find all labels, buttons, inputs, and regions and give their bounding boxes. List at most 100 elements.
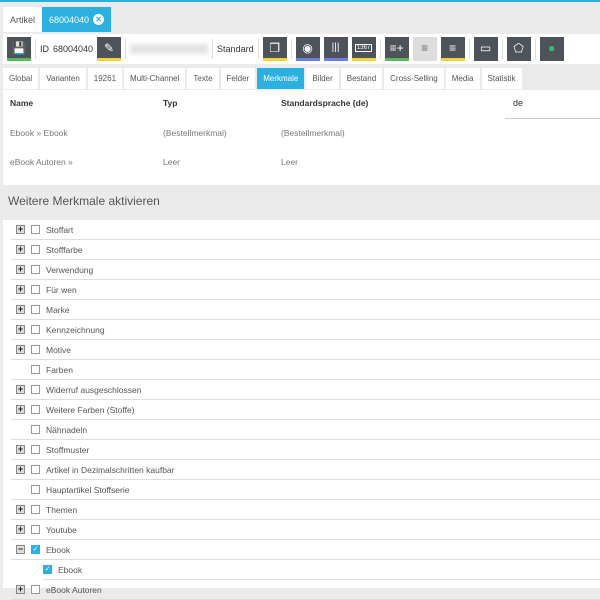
- checkbox[interactable]: [31, 505, 40, 514]
- expand-icon[interactable]: +: [16, 284, 25, 294]
- divider: [212, 39, 214, 59]
- checkbox[interactable]: ✓: [31, 545, 40, 554]
- checkbox[interactable]: [31, 465, 40, 474]
- expand-icon[interactable]: +: [16, 384, 25, 394]
- item-label: Stoffart: [46, 224, 74, 235]
- tab-texte[interactable]: Texte: [187, 68, 219, 89]
- checkbox[interactable]: [31, 405, 40, 414]
- tab-felder[interactable]: Felder: [220, 68, 256, 89]
- id-label: ID: [40, 44, 49, 54]
- expand-icon[interactable]: +: [16, 224, 25, 234]
- tag-button[interactable]: ⬠: [506, 37, 531, 61]
- mode-label: Standard: [217, 44, 254, 54]
- tab-19261[interactable]: 19261: [87, 68, 123, 89]
- checkbox[interactable]: [31, 345, 40, 354]
- list-item: Farben: [11, 360, 600, 380]
- checkbox[interactable]: ✓: [43, 565, 52, 574]
- checkbox[interactable]: [31, 325, 40, 334]
- list-item: Nähnadeln: [11, 420, 600, 440]
- barcode-button[interactable]: |||: [323, 37, 348, 61]
- language-input[interactable]: de: [505, 95, 600, 119]
- expand-icon[interactable]: +: [16, 464, 25, 474]
- item-label: Hauptartikel Stoffserie: [46, 484, 130, 495]
- list-item: + Stofffarbe: [11, 240, 600, 260]
- checkbox[interactable]: [31, 485, 40, 494]
- expand-icon[interactable]: +: [16, 524, 25, 534]
- row-value[interactable]: Leer: [281, 157, 299, 167]
- expand-icon[interactable]: +: [16, 344, 25, 354]
- list-item: + Verwendung: [11, 260, 600, 280]
- expand-icon[interactable]: +: [16, 504, 25, 514]
- item-label: Kennzeichnung: [46, 324, 105, 335]
- doc-tab-article-id[interactable]: 68004040 ✕: [42, 7, 112, 32]
- row-type: Leer: [163, 157, 181, 167]
- tag-icon: ⬠: [513, 40, 524, 55]
- list-item: + eBook Autoren: [11, 580, 600, 600]
- checkbox[interactable]: [31, 285, 40, 294]
- counter-icon: 1367: [354, 43, 373, 52]
- row-type: (Bestellmerkmal): [163, 128, 227, 138]
- header-name: Name: [10, 98, 34, 108]
- list-add-icon: ≡+: [389, 40, 404, 55]
- item-label: Artikel in Dezimalschritten kaufbar: [46, 464, 175, 475]
- checkbox[interactable]: [31, 365, 40, 374]
- list-item: + Stoffart: [11, 220, 600, 240]
- expand-icon[interactable]: +: [16, 584, 25, 594]
- collapse-icon[interactable]: −: [16, 544, 25, 554]
- checkbox[interactable]: [31, 245, 40, 254]
- edit-button[interactable]: ✎: [97, 37, 122, 61]
- expand-icon[interactable]: +: [16, 264, 25, 274]
- counter-button[interactable]: 1367: [351, 37, 376, 61]
- list-item: + Stoffmuster: [11, 440, 600, 460]
- doc-tab-artikel[interactable]: Artikel: [3, 7, 43, 32]
- tab-statistik[interactable]: Statistik: [481, 68, 522, 89]
- tab-global[interactable]: Global: [3, 68, 39, 89]
- tab-varianten[interactable]: Varianten: [40, 68, 86, 89]
- tab-merkmale[interactable]: Merkmale: [257, 68, 305, 89]
- item-label: Weitere Farben (Stoffe): [46, 404, 135, 415]
- doc-tab-label: 68004040: [49, 14, 90, 25]
- checkbox[interactable]: [31, 425, 40, 434]
- tab-bilder[interactable]: Bilder: [306, 68, 339, 89]
- close-icon[interactable]: ✕: [93, 14, 105, 25]
- tab-cross-selling[interactable]: Cross-Selling: [384, 68, 444, 89]
- item-label: Nähnadeln: [46, 424, 88, 435]
- checkbox[interactable]: [31, 525, 40, 534]
- user-icon: ●: [547, 40, 556, 55]
- expand-icon[interactable]: +: [16, 304, 25, 314]
- list-view-button[interactable]: ≡: [412, 37, 437, 61]
- user-button[interactable]: ●: [539, 37, 564, 61]
- expand-icon[interactable]: +: [16, 444, 25, 454]
- save-button[interactable]: 💾: [7, 37, 31, 61]
- checkbox[interactable]: [31, 225, 40, 234]
- checkbox[interactable]: [31, 585, 40, 594]
- list-settings-button[interactable]: ≡: [440, 37, 465, 61]
- header-type: Typ: [163, 98, 178, 108]
- expand-icon[interactable]: +: [16, 244, 25, 254]
- checkbox[interactable]: [31, 305, 40, 314]
- divider: [125, 39, 127, 59]
- divider: [501, 39, 503, 59]
- list-settings-icon: ≡: [449, 40, 457, 55]
- section-title: Weitere Merkmale aktivieren: [8, 194, 160, 208]
- item-label: Farben: [46, 364, 73, 375]
- row-value[interactable]: (Bestellmerkmal): [281, 128, 345, 138]
- screen-button[interactable]: ▭: [473, 37, 498, 61]
- copy-button[interactable]: ❐: [262, 37, 287, 61]
- item-label: Ebook: [58, 564, 83, 575]
- checkbox[interactable]: [31, 385, 40, 394]
- checkbox[interactable]: [31, 445, 40, 454]
- tab-media[interactable]: Media: [445, 68, 480, 89]
- tab-bestand[interactable]: Bestand: [340, 68, 383, 89]
- divider: [534, 39, 536, 59]
- tab-bar: Global Varianten 19261 Multi-Channel Texte Fe…: [3, 68, 522, 89]
- checkbox[interactable]: [31, 265, 40, 274]
- row-name: Ebook » Ebook: [10, 128, 68, 138]
- list-add-button[interactable]: ≡+: [384, 37, 409, 61]
- item-label: Youtube: [46, 524, 77, 535]
- expand-icon[interactable]: +: [16, 404, 25, 414]
- tab-multi-channel[interactable]: Multi-Channel: [124, 68, 186, 89]
- divider: [290, 39, 292, 59]
- expand-icon[interactable]: +: [16, 324, 25, 334]
- preview-button[interactable]: ◉: [295, 37, 320, 61]
